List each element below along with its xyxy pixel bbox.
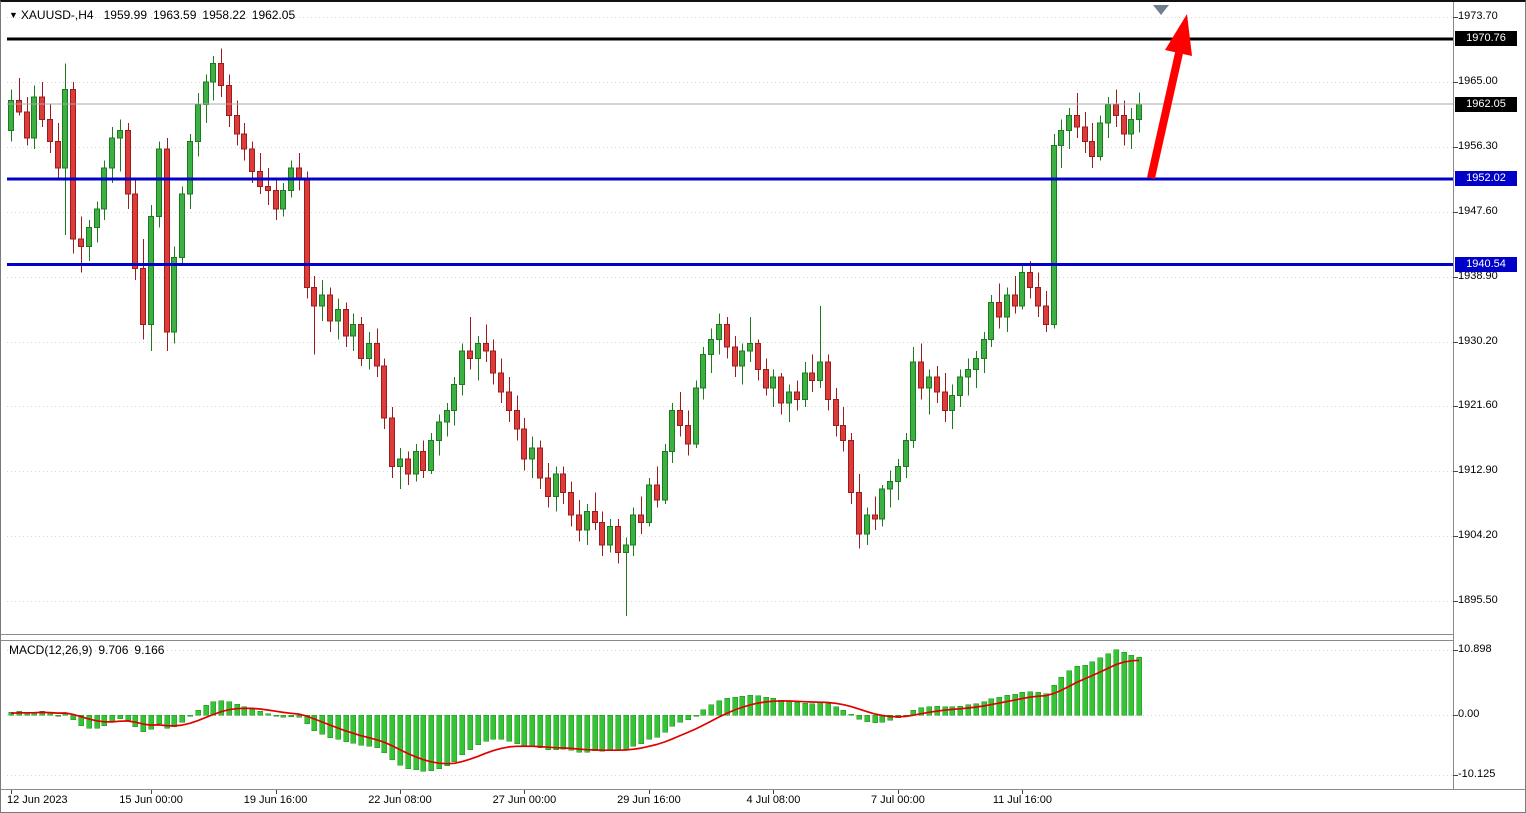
ohlc-close: 1962.05 <box>251 8 296 22</box>
ohlc-high: 1963.59 <box>153 8 197 22</box>
price-tag: 1940.54 <box>1455 257 1517 273</box>
price-axis-label: 1904.20 <box>1458 529 1498 542</box>
time-axis-label: 22 Jun 08:00 <box>368 794 432 806</box>
pane-frame <box>1 2 1525 790</box>
macd-gridlines <box>7 650 1453 776</box>
axis-ticks <box>11 17 1458 794</box>
scroll-marker-icon[interactable] <box>1153 5 1169 15</box>
time-axis-label: 7 Jul 00:00 <box>870 794 925 806</box>
price-tag: 1970.76 <box>1455 31 1517 47</box>
symbol-period-label: XAUUSD-,H4 <box>20 8 94 22</box>
candlestick-series <box>8 48 1142 616</box>
price-tag: 1962.05 <box>1455 96 1517 112</box>
time-axis-label: 12 Jun 2023 <box>7 794 68 806</box>
time-axis-label: 15 Jun 00:00 <box>119 794 183 806</box>
price-axis-label: 1921.60 <box>1458 399 1498 412</box>
time-axis-label: 29 Jun 16:00 <box>617 794 681 806</box>
ohlc-low: 1958.22 <box>202 8 246 22</box>
price-axis-label: 1938.90 <box>1458 269 1498 282</box>
time-axis-label: 4 Jul 08:00 <box>746 794 801 806</box>
price-axis-label: 1947.60 <box>1458 204 1498 217</box>
macd-signal-line <box>10 659 1140 765</box>
price-gridlines <box>7 17 1453 602</box>
macd-histogram <box>8 649 1142 772</box>
price-axis-label: 1956.30 <box>1458 139 1498 152</box>
macd-axis-label: 0.00 <box>1458 708 1480 720</box>
price-axis-label: 1895.50 <box>1458 593 1498 606</box>
price-tag: 1952.02 <box>1455 171 1517 187</box>
collapse-triangle-icon[interactable]: ▼ <box>9 10 18 20</box>
price-axis-label: 1965.00 <box>1458 74 1498 87</box>
price-axis-label: 1973.70 <box>1458 10 1498 22</box>
price-axis-label: 1930.20 <box>1458 334 1498 347</box>
macd-value-main: 9.706 <box>98 643 129 657</box>
time-axis-label: 19 Jun 16:00 <box>243 794 308 806</box>
macd-name: MACD(12,26,9) <box>9 643 93 657</box>
time-axis-label: 11 Jul 16:00 <box>992 794 1052 806</box>
trend-arrow[interactable] <box>1147 14 1192 179</box>
macd-axis-label: -10.125 <box>1458 768 1496 781</box>
macd-indicator-label: MACD(12,26,9) 9.706 9.166 <box>9 643 170 657</box>
chart-header: ▼ XAUUSD-,H4 1959.99 1963.59 1958.22 1962.05 <box>9 8 301 22</box>
price-axis-label: 1912.90 <box>1458 464 1498 477</box>
macd-value-signal: 9.166 <box>134 643 165 657</box>
time-axis-label: 27 Jun 00:00 <box>492 794 557 806</box>
ohlc-open: 1959.99 <box>103 8 147 22</box>
macd-axis-label: 10.898 <box>1458 642 1492 655</box>
